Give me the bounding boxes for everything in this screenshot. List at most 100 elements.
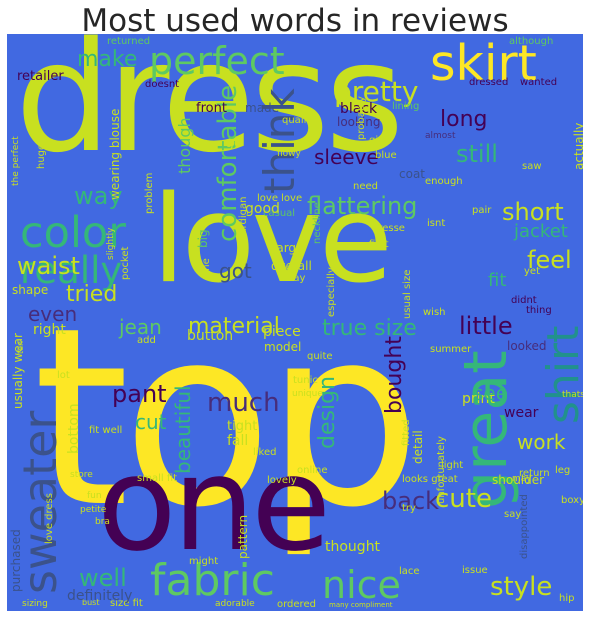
word-wanted: wanted xyxy=(520,77,558,88)
word-pretty: pretty xyxy=(334,75,419,108)
word-didnt: didnt xyxy=(511,295,537,306)
word-definitely: definitely xyxy=(67,588,133,604)
word-really: really xyxy=(20,249,123,292)
word-feel: feel xyxy=(527,246,572,274)
word-looked: looked xyxy=(507,339,547,353)
word-looks-great: looks great xyxy=(402,474,458,485)
word-sizing: sizing xyxy=(22,599,48,609)
word-love-dress: love dress xyxy=(44,493,55,544)
word-fit: fit xyxy=(488,270,507,291)
word-quality: quality xyxy=(282,115,317,126)
word-especially: especially xyxy=(326,267,337,317)
word-button: button xyxy=(187,328,234,344)
word-tunic: tunic xyxy=(293,375,318,386)
word-short: short xyxy=(502,198,564,226)
word-thought: thought xyxy=(325,539,381,555)
word-much: much xyxy=(207,388,280,418)
word-go: go xyxy=(225,135,243,151)
word-sweater: sweater xyxy=(13,410,67,594)
word-wish: wish xyxy=(423,307,446,318)
word-day: day xyxy=(287,273,306,284)
word-purchased: purchased xyxy=(9,529,23,592)
word-big: big xyxy=(196,229,210,248)
word-might: might xyxy=(189,556,219,567)
word-may: may xyxy=(512,474,532,484)
word-petite: petite xyxy=(80,505,107,515)
word-piece: piece xyxy=(263,324,301,340)
word-thing: thing xyxy=(526,305,552,316)
word-large: large xyxy=(273,241,304,255)
word-true-size: true size xyxy=(322,316,417,341)
word-beautiful: beautiful xyxy=(171,385,195,474)
word-bust: bust xyxy=(82,598,100,607)
word-still: still xyxy=(456,140,498,168)
word-jacket: jacket xyxy=(514,221,568,242)
word-print: print xyxy=(462,391,495,407)
word-jean: jean xyxy=(119,315,162,339)
word-flowy: flowy xyxy=(277,149,301,159)
word-though: though xyxy=(175,117,194,174)
word-huge: huge xyxy=(36,143,47,169)
word-overall: overall xyxy=(271,259,312,273)
word-lovely: lovely xyxy=(267,475,297,486)
word-pant: pant xyxy=(112,380,167,408)
word-fun: fun xyxy=(87,491,102,501)
word-actually: actually xyxy=(572,122,583,170)
word-although: although xyxy=(509,36,554,47)
word-fitted: fitted xyxy=(401,419,412,446)
word-add: add xyxy=(137,335,156,346)
word-the-perfect: the perfect xyxy=(11,136,21,186)
word-lot: lot xyxy=(57,370,70,381)
word-even: even xyxy=(28,302,78,326)
word-design: design xyxy=(315,376,340,449)
word-cardigan: cardigan xyxy=(238,196,249,240)
word-issue: issue xyxy=(462,565,488,576)
word-small-fit: small fit xyxy=(137,473,178,484)
word-way: way xyxy=(74,182,123,210)
word-boxy: boxy xyxy=(561,495,583,506)
word-fit-well: fit well xyxy=(89,425,123,436)
word-probably: probably xyxy=(356,96,367,140)
word-dressed: dressed xyxy=(469,77,509,88)
word-ordered: ordered xyxy=(277,599,316,610)
word-color: color xyxy=(20,208,126,258)
word-blue: blue xyxy=(375,150,397,161)
word-thats: thats xyxy=(562,390,583,400)
word-long: long xyxy=(440,107,488,132)
word-many-compliment: many compliment xyxy=(329,601,393,609)
word-say: say xyxy=(504,509,522,520)
word-neckline: neckline xyxy=(312,202,323,244)
word-shape: shape xyxy=(12,283,49,297)
word-dresse: dresse xyxy=(372,223,405,234)
word-got: got xyxy=(219,259,252,283)
word-sleeve: sleeve xyxy=(314,145,379,169)
word-nice: nice xyxy=(322,563,401,607)
word-casual: casual xyxy=(263,208,296,219)
word-store: store xyxy=(70,470,93,480)
word-love-love: love love xyxy=(257,193,303,204)
word-pattern: pattern xyxy=(236,514,250,559)
chart-title: Most used words in reviews xyxy=(81,3,509,39)
word-made: made xyxy=(245,101,280,115)
word-liked: liked xyxy=(253,447,277,458)
word-back: back xyxy=(382,487,440,515)
word-enough: enough xyxy=(425,176,463,187)
word-detail: detail xyxy=(411,430,425,464)
word-lining: lining xyxy=(392,101,420,112)
word-need: need xyxy=(353,181,378,192)
word-saw: saw xyxy=(522,161,542,172)
word-dress: dress xyxy=(15,34,404,186)
word-bottom: bottom xyxy=(66,403,82,454)
word-little: little xyxy=(459,312,513,340)
word-size-fit: size fit xyxy=(110,598,143,609)
word-see: see xyxy=(473,381,509,405)
word-black: black xyxy=(340,101,378,117)
word-make: make xyxy=(77,47,138,72)
word-returned: returned xyxy=(107,36,151,47)
word-coat: coat xyxy=(399,167,425,181)
word-front: front xyxy=(196,101,227,116)
word-disappointed: disappointed xyxy=(519,494,530,559)
word-retailer: retailer xyxy=(17,69,64,84)
word-light: light xyxy=(441,460,464,471)
word-return: return xyxy=(519,468,550,479)
